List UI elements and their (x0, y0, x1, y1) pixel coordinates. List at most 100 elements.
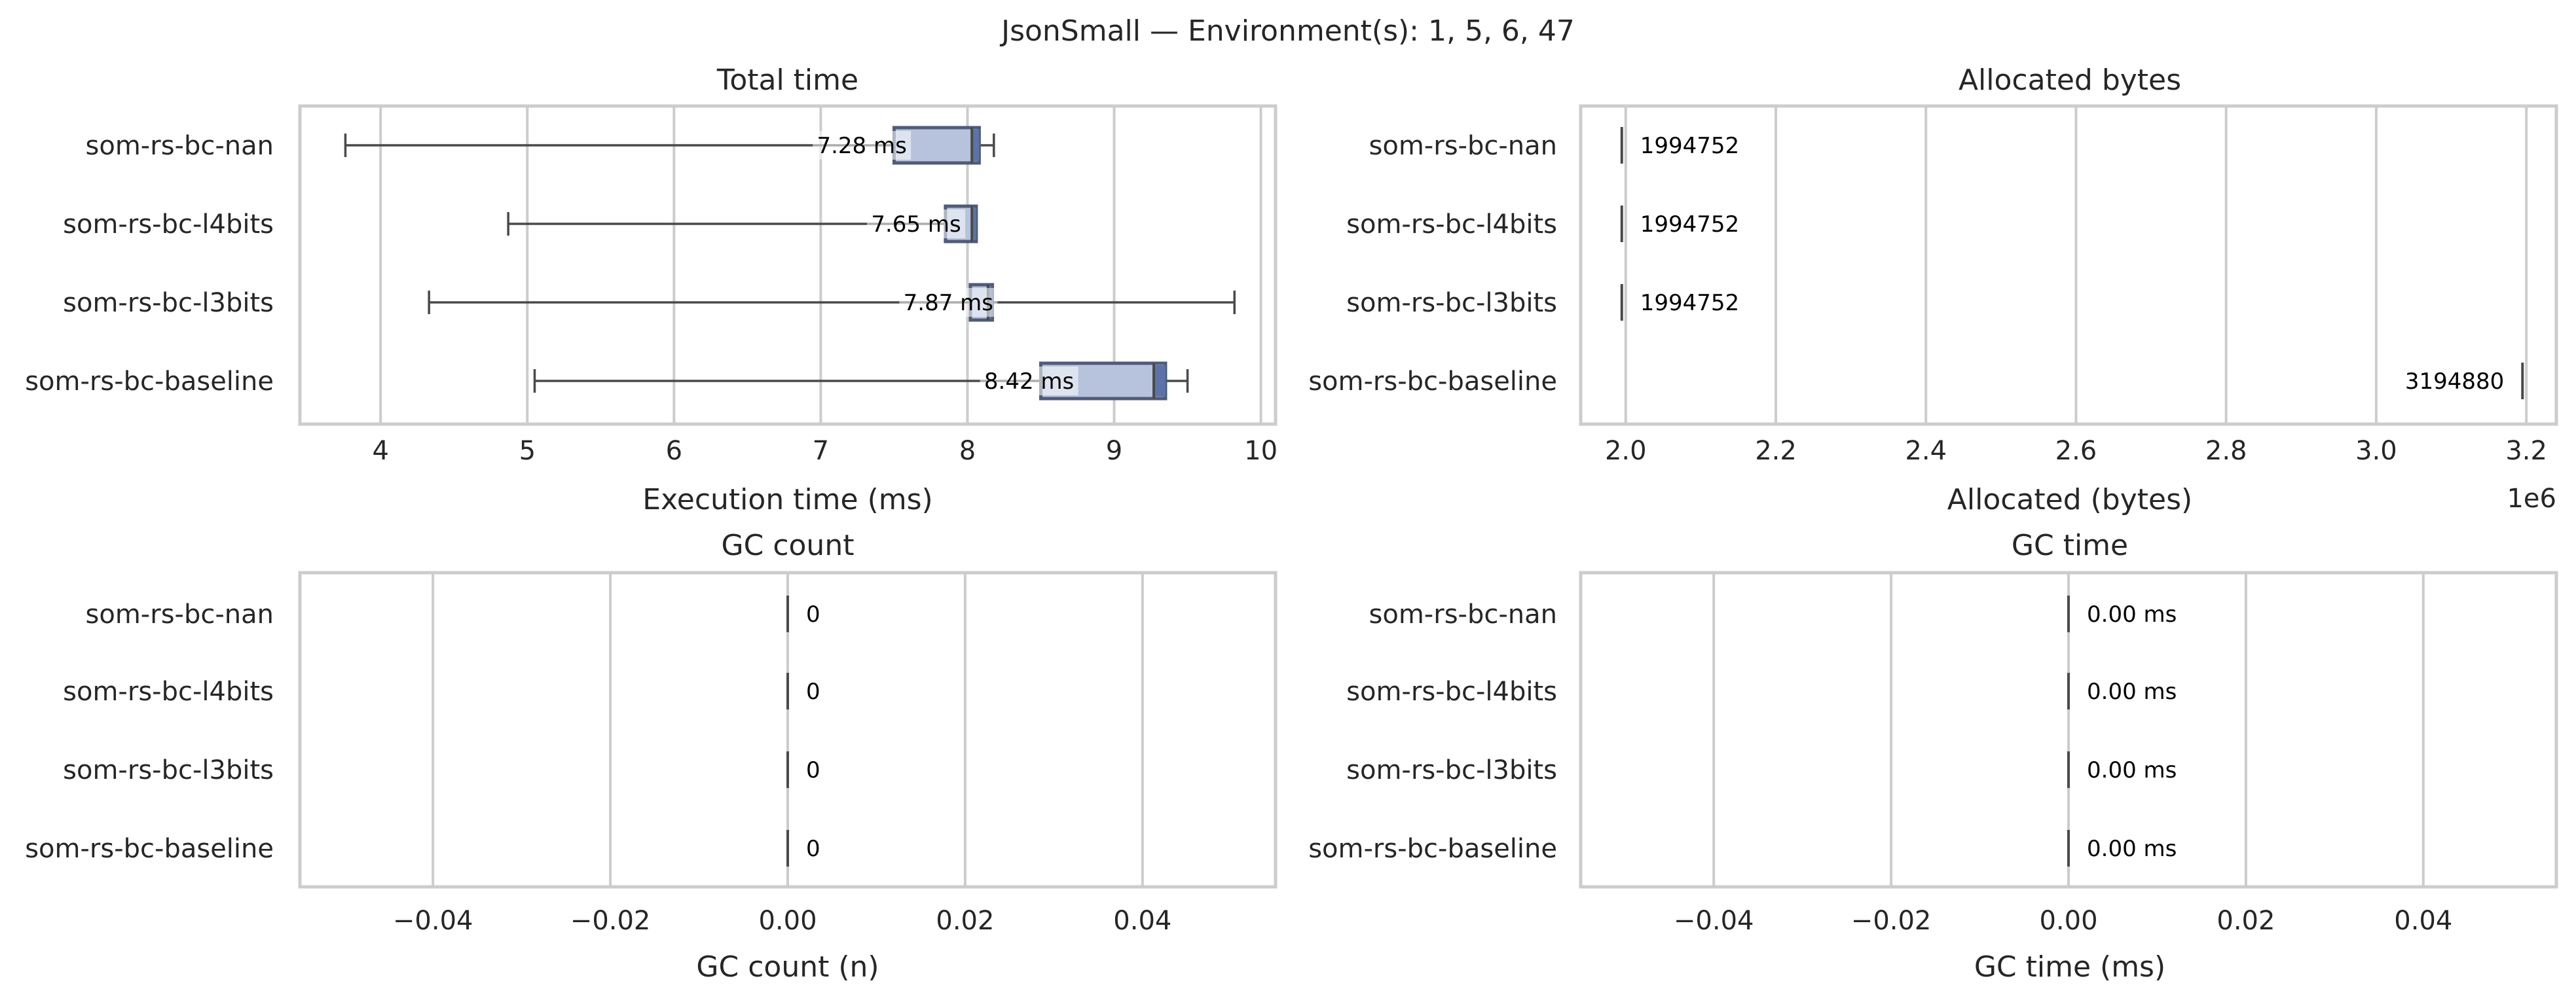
category-label: som-rs-bc-baseline (25, 367, 274, 397)
data-label: 0.00 ms (2087, 836, 2177, 862)
box-som-rs-bc-baseline: 3194880 (2405, 363, 2524, 399)
x-tick-label: −0.02 (1851, 906, 1932, 936)
box-shade (972, 130, 980, 161)
plot-frame (298, 104, 1278, 426)
box-shade (1154, 365, 1166, 397)
category-label: som-rs-bc-baseline (1308, 834, 1557, 864)
data-label: 7.87 ms (904, 290, 993, 316)
panel-allocated-bytes: Allocated bytes 1994752 1994752 1994752 319… (1308, 63, 2558, 516)
x-tick-label: 2.6 (2055, 436, 2097, 466)
x-tick-label: 10 (1244, 436, 1278, 466)
x-tick-label: 2.4 (1905, 436, 1947, 466)
box-som-rs-bc-nan: 1994752 (1620, 127, 1739, 164)
box-som-rs-bc-l3bits: 1994752 (1620, 284, 1739, 321)
panel-title: Total time (716, 63, 858, 97)
data-label: 1994752 (1640, 211, 1739, 238)
data-label-bg (980, 367, 1078, 395)
x-tick-label: 7 (813, 436, 829, 466)
x-tick-label: 3.0 (2355, 436, 2397, 466)
data-label: 0.00 ms (2087, 601, 2177, 628)
box-som-rs-bc-nan: 0 (786, 596, 820, 632)
category-labels: som-rs-bc-nan som-rs-bc-l4bits som-rs-bc-l… (1308, 600, 1557, 864)
gridlines (1712, 573, 2425, 887)
box-som-rs-bc-nan: 7.28 ms (344, 126, 995, 165)
category-labels: som-rs-bc-nan som-rs-bc-l4bits som-rs-bc-l… (25, 600, 274, 864)
data-label: 0 (806, 679, 820, 705)
data-label-bg (899, 288, 998, 317)
data-label: 0 (806, 757, 820, 783)
gridlines (1624, 106, 2528, 424)
x-axis-label: Execution time (ms) (642, 483, 932, 516)
panel-gc-time: GC time 0.00 ms 0.00 ms 0.00 ms 0.00 ms som… (1308, 529, 2558, 984)
x-tick-label: −0.04 (393, 906, 473, 936)
category-labels: som-rs-bc-nan som-rs-bc-l4bits som-rs-bc-l… (1308, 131, 1557, 397)
data-label: 0 (806, 601, 820, 628)
category-label: som-rs-bc-nan (1369, 131, 1557, 161)
panel-gc-count: GC count 0 0 0 0 som-rs-bc-nan som-rs-bc-l4b… (25, 529, 1278, 984)
x-tick-label: 2.8 (2205, 436, 2247, 466)
plot-frame (1579, 571, 2558, 889)
x-tick-label: 5 (519, 436, 536, 466)
x-axis-label: GC count (n) (696, 950, 879, 984)
box-som-rs-bc-l4bits: 1994752 (1620, 206, 1739, 242)
box-som-rs-bc-nan: 0.00 ms (2067, 596, 2177, 632)
category-label: som-rs-bc-l4bits (63, 677, 274, 707)
category-label: som-rs-bc-nan (86, 600, 274, 630)
box-som-rs-bc-baseline: 0.00 ms (2067, 830, 2177, 867)
data-label: 0.00 ms (2087, 679, 2177, 705)
panel-title: GC count (722, 529, 855, 562)
data-label-bg (867, 209, 966, 238)
x-tick-labels: 2.0 2.2 2.4 2.6 2.8 3.0 3.2 (1605, 436, 2547, 466)
data-label: 3194880 (2405, 368, 2504, 395)
panel-title: Allocated bytes (1959, 63, 2181, 97)
x-tick-label: 0.04 (1113, 906, 1171, 936)
x-tick-label: 0.04 (2394, 906, 2452, 936)
box-marks: 0.00 ms 0.00 ms 0.00 ms 0.00 ms (2067, 596, 2177, 867)
x-tick-label: 6 (666, 436, 682, 466)
x-tick-label: 0.00 (2039, 906, 2097, 936)
x-tick-labels: −0.04 −0.02 0.00 0.02 0.04 (393, 906, 1171, 936)
x-tick-label: 4 (373, 436, 389, 466)
box-som-rs-bc-l3bits: 0 (786, 751, 820, 788)
x-tick-label: −0.04 (1674, 906, 1754, 936)
x-tick-label: 8 (959, 436, 976, 466)
box-som-rs-bc-l4bits: 0.00 ms (2067, 673, 2177, 709)
data-label: 7.65 ms (871, 211, 961, 238)
category-label: som-rs-bc-l4bits (63, 209, 274, 240)
category-label: som-rs-bc-l3bits (63, 755, 274, 785)
box-shade (972, 208, 976, 240)
x-offset-label: 1e6 (2507, 484, 2556, 514)
x-tick-label: 2.2 (1755, 436, 1797, 466)
data-label: 0.00 ms (2087, 757, 2177, 783)
box-marks: 1994752 1994752 1994752 3194880 (1620, 127, 2524, 399)
category-label: som-rs-bc-baseline (25, 834, 274, 864)
box-som-rs-bc-l3bits: 7.87 ms (428, 283, 1236, 322)
x-tick-label: 3.2 (2505, 436, 2547, 466)
category-label: som-rs-bc-l4bits (1346, 677, 1557, 707)
category-label: som-rs-bc-l3bits (1346, 755, 1557, 785)
data-label: 0 (806, 836, 820, 862)
data-label: 8.42 ms (984, 368, 1074, 395)
data-label: 1994752 (1640, 290, 1739, 316)
box-som-rs-bc-l4bits: 7.65 ms (507, 204, 978, 243)
plot-frame (1579, 104, 2558, 426)
x-axis-label: Allocated (bytes) (1947, 483, 2192, 516)
x-tick-label: 0.00 (758, 906, 817, 936)
x-tick-labels: 4 5 6 7 8 9 10 (373, 436, 1278, 466)
box-som-rs-bc-l4bits: 0 (786, 673, 820, 709)
data-label: 1994752 (1640, 133, 1739, 159)
panel-title: GC time (2012, 529, 2128, 562)
figure-title: JsonSmall — Environment(s): 1, 5, 6, 47 (999, 14, 1575, 48)
data-label: 7.28 ms (817, 133, 906, 159)
x-tick-label: −0.02 (570, 906, 651, 936)
box-marks: 7.28 ms 7.65 ms 7.87 ms 8.42 ms (344, 126, 1236, 401)
box-marks: 0 0 0 0 (786, 596, 820, 867)
category-label: som-rs-bc-l4bits (1346, 209, 1557, 240)
x-axis-label: GC time (ms) (1974, 950, 2165, 984)
box-som-rs-bc-baseline: 0 (786, 830, 820, 867)
x-tick-label: 9 (1106, 436, 1122, 466)
category-label: som-rs-bc-baseline (1308, 367, 1557, 397)
box-som-rs-bc-l3bits: 0.00 ms (2067, 751, 2177, 788)
category-label: som-rs-bc-l3bits (1346, 288, 1557, 318)
